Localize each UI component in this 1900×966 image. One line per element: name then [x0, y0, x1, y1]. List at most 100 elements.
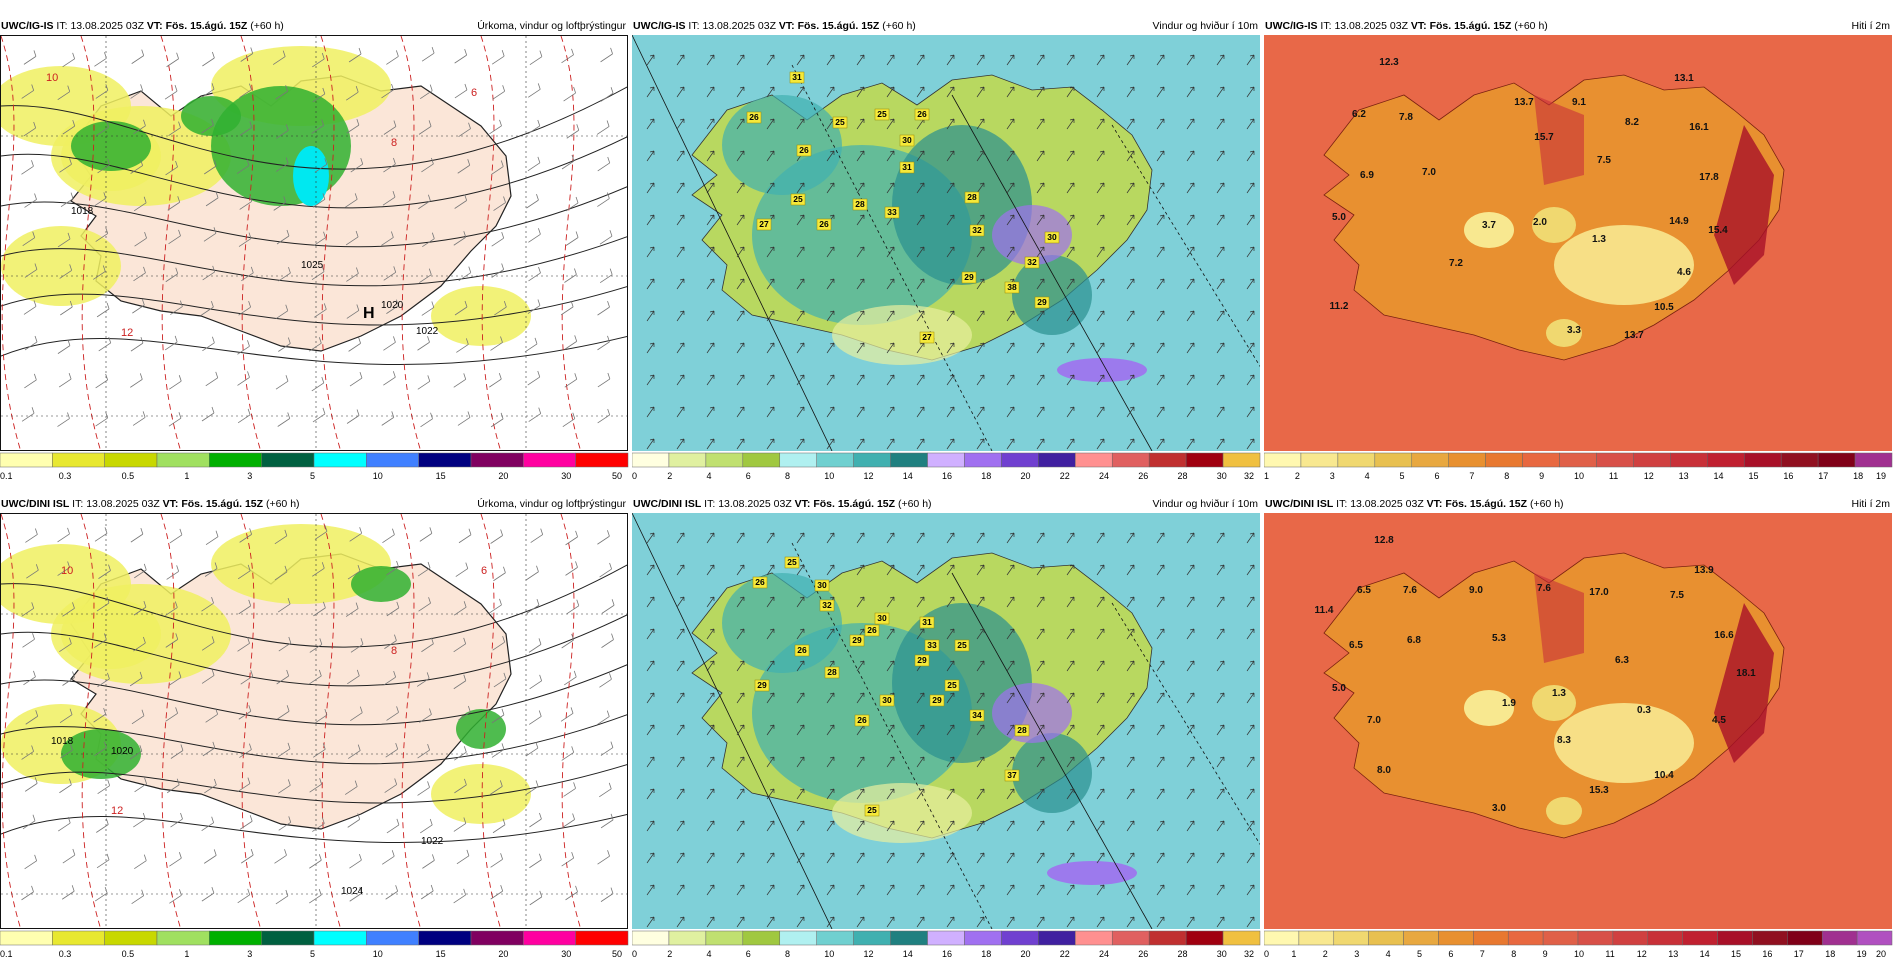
colorbar-swatch [853, 452, 891, 468]
colorbar-swatch [1647, 930, 1683, 946]
svg-text:29: 29 [917, 655, 927, 665]
colorbar-swatch [853, 930, 891, 946]
gust-label: 34 [969, 709, 985, 722]
colorbar-tick-label: 0 [1264, 949, 1270, 959]
map-frame: 31 26 25 25 26 26 30 31 25 28 27 26 33 28 32 29 30 32 38 29… [632, 35, 1260, 451]
gust-label: 32 [1024, 256, 1040, 269]
temp-value-label: 3.3 [1567, 325, 1581, 336]
svg-text:30: 30 [882, 695, 892, 705]
temp-value-label: 13.1 [1674, 73, 1694, 84]
temp-value-label: 3.7 [1482, 220, 1496, 231]
colorbar-tick-label: 16 [1783, 471, 1794, 481]
colorbar: 0 1 2 3 4 5 6 7 8 9 10 11 12 13 14 15 16 17 18 19 20 [1264, 929, 1894, 961]
map-frame: 12.8 11.4 6.5 7.6 9.0 7.6 17.0 13.9 7.5 6.5 6.8 5.3… [1264, 513, 1892, 929]
precip-map: 1018 1020 1022 1024 10 8 12 6 [1, 514, 627, 928]
gust-label: 32 [819, 599, 835, 612]
colorbar-tick-label: 10 [824, 949, 835, 959]
colorbar-swatch [1333, 930, 1369, 946]
panel-title: UWC/IG-IS IT: 13.08.2025 03Z VT: Fös. 15… [632, 18, 1262, 34]
gust-label: 26 [746, 111, 762, 124]
temp-contour-label: 12 [121, 327, 133, 339]
colorbar-tick-label: 10 [1574, 949, 1585, 959]
colorbar-swatch [1148, 452, 1187, 468]
colorbar-swatches [1264, 452, 1893, 468]
colorbar-tick-label: 18 [981, 471, 992, 481]
temp-value-label: 7.6 [1403, 585, 1417, 596]
gust-label: 28 [852, 198, 868, 211]
colorbar-swatch [261, 452, 315, 468]
colorbar-tick-label: 24 [1099, 471, 1110, 481]
colorbar-swatch [1821, 930, 1858, 946]
gust-label: 26 [752, 576, 768, 589]
colorbar-swatch [632, 930, 670, 946]
gust-label: 31 [789, 71, 805, 84]
colorbar-tick-label: 0 [632, 471, 638, 481]
gust-label: 26 [794, 644, 810, 657]
colorbar-ticks: 0 2 4 6 8 10 12 14 16 18 20 22 24 26 28 30 32 [632, 949, 1262, 961]
colorbar-swatch [1577, 930, 1614, 946]
svg-text:26: 26 [867, 625, 877, 635]
colorbar-tick-label: 0 [632, 949, 638, 959]
colorbar-tick-label: 3 [1329, 471, 1335, 481]
colorbar-swatch [1300, 452, 1339, 468]
colorbar-tick-label: 32 [1244, 471, 1255, 481]
temp-value-label: 7.5 [1670, 590, 1684, 601]
temp-value-label: 7.8 [1399, 112, 1413, 123]
temp-value-label: 10.5 [1654, 302, 1674, 313]
lead-time: (+60 h) [1529, 498, 1564, 510]
colorbar-swatch [1717, 930, 1753, 946]
gust-label: 29 [754, 679, 770, 692]
map-frame: 25 26 30 32 29 26 26 30 31 29 28 29 30 33 25 26 29 25 34 28… [632, 513, 1260, 929]
temp-value-label: 6.8 [1407, 635, 1421, 646]
svg-text:25: 25 [957, 640, 967, 650]
colorbar-tick-label: 12 [863, 949, 874, 959]
colorbar-swatch [779, 930, 817, 946]
colorbar-tick-label: 20 [1020, 949, 1031, 959]
colorbar-tick-label: 14 [1713, 471, 1724, 481]
colorbar-tick-label: 6 [1448, 949, 1454, 959]
colorbar-swatch [816, 452, 854, 468]
colorbar-swatch [1185, 930, 1224, 946]
gust-label: 25 [832, 116, 848, 129]
colorbar-tick-label: 8 [785, 949, 791, 959]
colorbar-tick-label: 6 [745, 949, 751, 959]
colorbar-tick-label: 1 [184, 949, 190, 959]
svg-text:25: 25 [947, 680, 957, 690]
svg-text:25: 25 [793, 194, 803, 204]
svg-text:28: 28 [1017, 725, 1027, 735]
svg-text:25: 25 [867, 805, 877, 815]
svg-text:26: 26 [749, 112, 759, 122]
gust-label: 25 [874, 108, 890, 121]
panel-title: UWC/IG-IS IT: 13.08.2025 03Z VT: Fös. 15… [1264, 18, 1894, 34]
high-pressure-marker: H [363, 305, 375, 322]
colorbar-swatch [1670, 452, 1708, 468]
colorbar-tick-label: 1 [1264, 471, 1270, 481]
colorbar-tick-label: 0.3 [58, 949, 72, 959]
colorbar-tick-label: 19 [1856, 949, 1867, 959]
colorbar-swatch [1438, 930, 1474, 946]
colorbar-tick-label: 22 [1059, 949, 1070, 959]
svg-text:28: 28 [827, 667, 837, 677]
colorbar-swatch [1596, 452, 1634, 468]
colorbar-tick-label: 20 [498, 471, 509, 481]
temp-contour-label: 10 [61, 565, 73, 577]
panel-subtitle: Vindur og hviður í 10m [1152, 20, 1258, 32]
colorbar-swatch [1817, 452, 1856, 468]
colorbar-swatch [1403, 930, 1439, 946]
isobar-label: 1022 [421, 836, 444, 847]
temp-value-label: 8.0 [1377, 765, 1391, 776]
colorbar-swatches [1264, 930, 1893, 946]
colorbar-swatch [1111, 930, 1150, 946]
isobar-label: 1018 [51, 736, 74, 747]
svg-text:34: 34 [972, 710, 982, 720]
colorbar-swatch [1707, 452, 1745, 468]
temp-value-label: 5.3 [1492, 633, 1506, 644]
colorbar-tick-label: 15 [1748, 471, 1759, 481]
lead-time: (+60 h) [1514, 20, 1548, 32]
isobar-label: 1024 [341, 886, 364, 897]
colorbar-swatch [261, 930, 315, 946]
panel-subtitle: Úrkoma, vindur og loftþrýstingur [477, 20, 626, 32]
colorbar-tick-label: 5 [310, 949, 316, 959]
gust-label: 26 [816, 218, 832, 231]
colorbar-tick-label: 20 [1876, 949, 1887, 959]
